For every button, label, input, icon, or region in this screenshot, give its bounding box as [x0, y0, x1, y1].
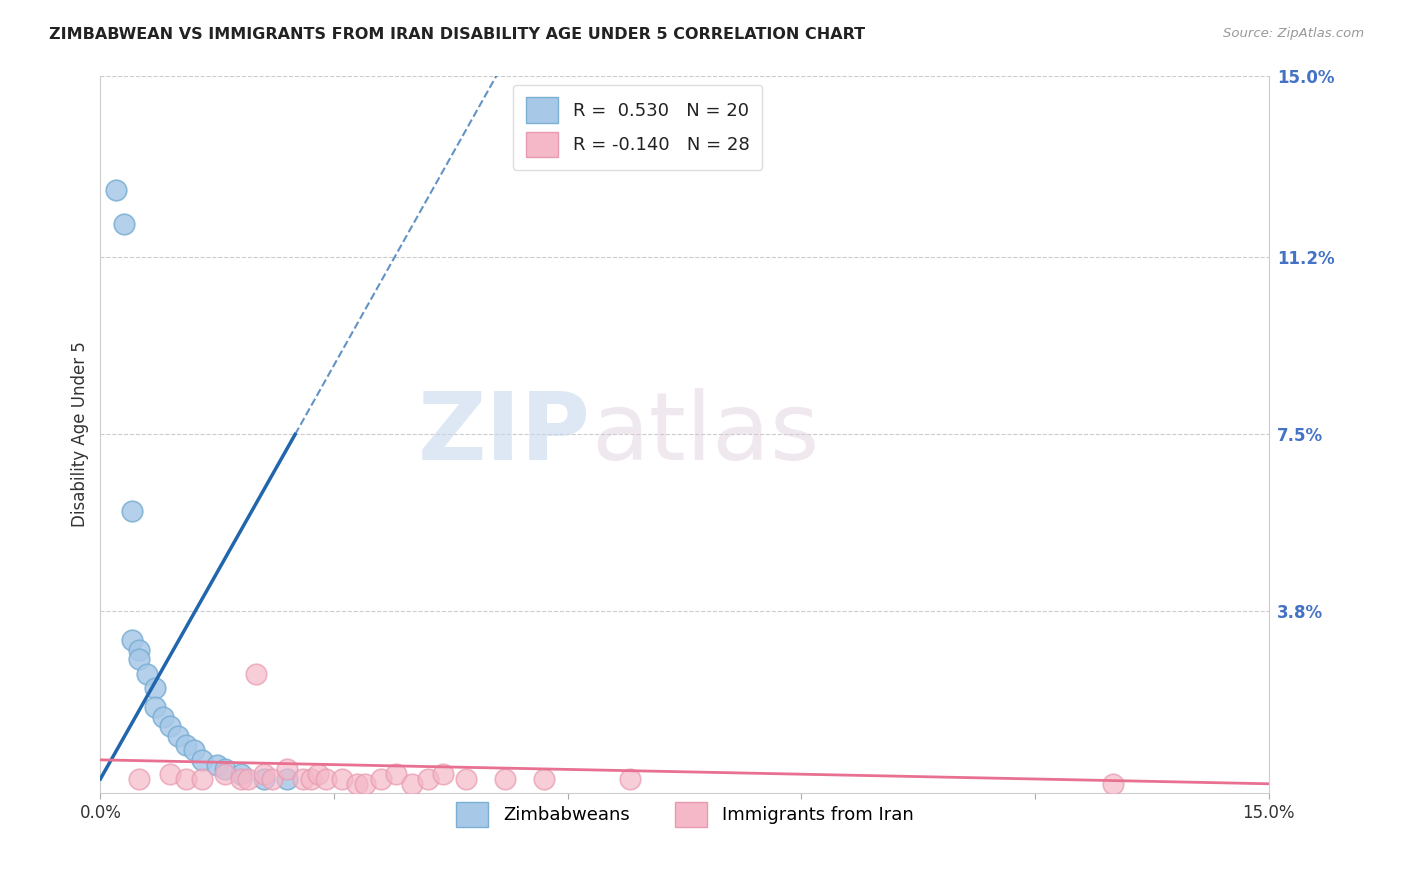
Point [456, 772, 478, 786]
Point [128, 642, 150, 657]
Point [121, 633, 143, 648]
Point [308, 767, 330, 781]
Point [167, 729, 190, 743]
Point [533, 772, 555, 786]
Point [174, 739, 197, 753]
Point [315, 772, 337, 786]
Point [174, 772, 197, 786]
Point [152, 710, 174, 724]
Point [159, 767, 181, 781]
Y-axis label: Disability Age Under 5: Disability Age Under 5 [72, 342, 89, 527]
Point [214, 767, 236, 781]
Point [190, 772, 212, 786]
Point [128, 772, 150, 786]
Point [416, 772, 439, 786]
Point [238, 772, 260, 786]
Point [112, 217, 135, 231]
Point [159, 719, 181, 733]
Point [1102, 777, 1125, 791]
Point [229, 767, 252, 781]
Point [104, 183, 127, 197]
Point [253, 767, 276, 781]
Point [143, 700, 166, 714]
Text: ZIMBABWEAN VS IMMIGRANTS FROM IRAN DISABILITY AGE UNDER 5 CORRELATION CHART: ZIMBABWEAN VS IMMIGRANTS FROM IRAN DISAB… [49, 27, 865, 42]
Point [299, 772, 322, 786]
Point [401, 777, 423, 791]
Point [205, 757, 228, 772]
Point [136, 666, 159, 681]
Point [128, 652, 150, 666]
Text: Source: ZipAtlas.com: Source: ZipAtlas.com [1223, 27, 1364, 40]
Text: ZIP: ZIP [418, 388, 591, 481]
Point [190, 753, 212, 767]
Point [432, 767, 454, 781]
Point [291, 772, 314, 786]
Point [229, 772, 252, 786]
Point [370, 772, 392, 786]
Point [253, 772, 276, 786]
Point [346, 777, 368, 791]
Point [276, 763, 298, 777]
Point [214, 763, 236, 777]
Point [494, 772, 516, 786]
Point [260, 772, 283, 786]
Point [330, 772, 353, 786]
Point [619, 772, 641, 786]
Point [183, 743, 205, 757]
Point [354, 777, 377, 791]
Point [245, 666, 267, 681]
Point [143, 681, 166, 695]
Point [385, 767, 408, 781]
Text: atlas: atlas [591, 388, 820, 481]
Legend: Zimbabweans, Immigrants from Iran: Zimbabweans, Immigrants from Iran [449, 795, 921, 835]
Point [276, 772, 298, 786]
Point [121, 504, 143, 518]
